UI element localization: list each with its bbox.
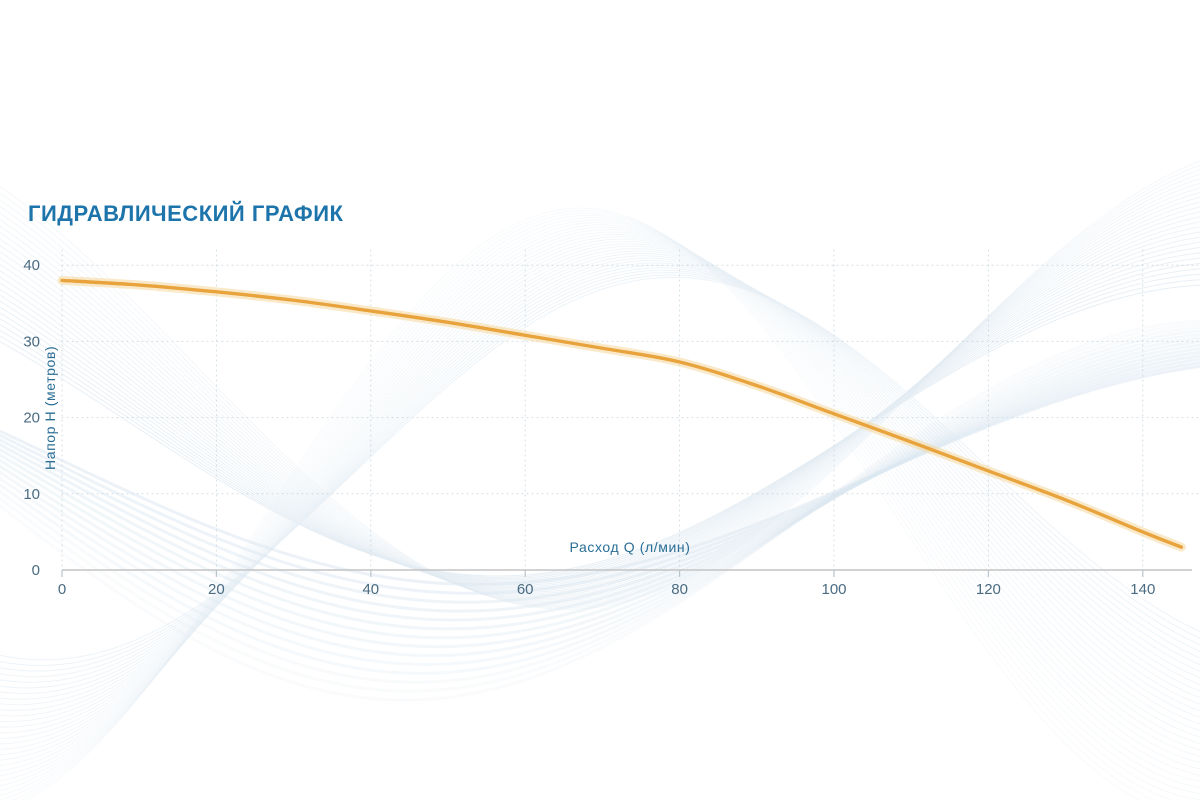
y-tick-label: 10 [23,486,40,503]
y-tick-label: 40 [23,257,40,274]
x-tick-label: 60 [517,581,534,598]
chart-title: ГИДРАВЛИЧЕСКИЙ ГРАФИК [28,201,344,226]
x-tick-label: 140 [1130,581,1155,598]
x-tick-label: 40 [362,581,379,598]
head-curve-glow [57,275,1186,552]
x-axis-tick-labels: 0 20 40 60 80 100 120 140 [58,581,1155,598]
x-tick-label: 120 [976,581,1001,598]
x-axis-tick-marks [61,570,1144,577]
x-tick-label: 100 [821,581,846,598]
y-axis-tick-labels: 0 10 20 30 40 [23,257,40,579]
x-axis-title: Расход Q (л/мин) [570,539,691,555]
y-tick-label: 30 [23,333,40,350]
x-tick-label: 0 [58,581,66,598]
head-curve-line [60,278,1184,549]
y-axis-title: Напор H (метров) [42,346,58,470]
gridlines [61,249,1200,569]
x-tick-label: 80 [671,581,688,598]
y-tick-label: 20 [23,410,40,427]
x-tick-label: 20 [208,581,225,598]
y-tick-label: 0 [32,562,40,579]
